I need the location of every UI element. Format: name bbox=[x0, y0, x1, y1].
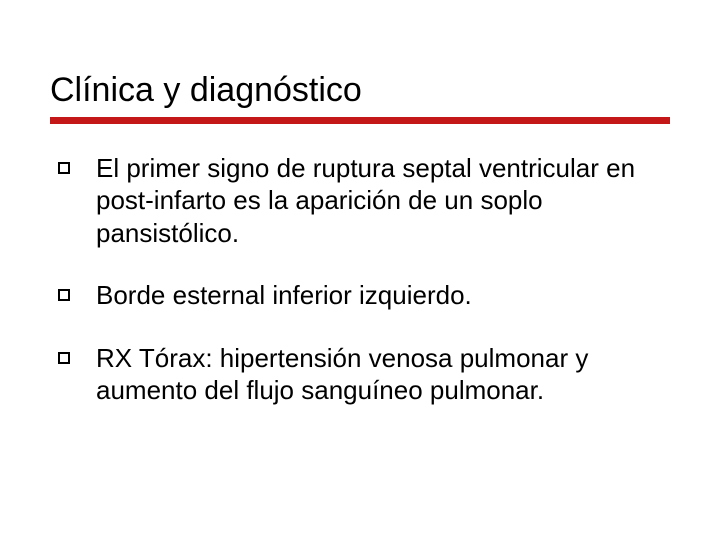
bullet-text: El primer signo de ruptura septal ventri… bbox=[96, 152, 662, 250]
bullet-list: El primer signo de ruptura septal ventri… bbox=[50, 152, 670, 407]
hollow-square-icon bbox=[58, 162, 70, 174]
hollow-square-icon bbox=[58, 289, 70, 301]
bullet-text: Borde esternal inferior izquierdo. bbox=[96, 279, 472, 312]
slide: Clínica y diagnóstico El primer signo de… bbox=[0, 0, 720, 540]
slide-title: Clínica y diagnóstico bbox=[50, 70, 670, 111]
list-item: El primer signo de ruptura septal ventri… bbox=[58, 152, 662, 250]
bullet-text: RX Tórax: hipertensión venosa pulmonar y… bbox=[96, 342, 662, 407]
hollow-square-icon bbox=[58, 352, 70, 364]
list-item: RX Tórax: hipertensión venosa pulmonar y… bbox=[58, 342, 662, 407]
list-item: Borde esternal inferior izquierdo. bbox=[58, 279, 662, 312]
title-underline bbox=[50, 117, 670, 124]
